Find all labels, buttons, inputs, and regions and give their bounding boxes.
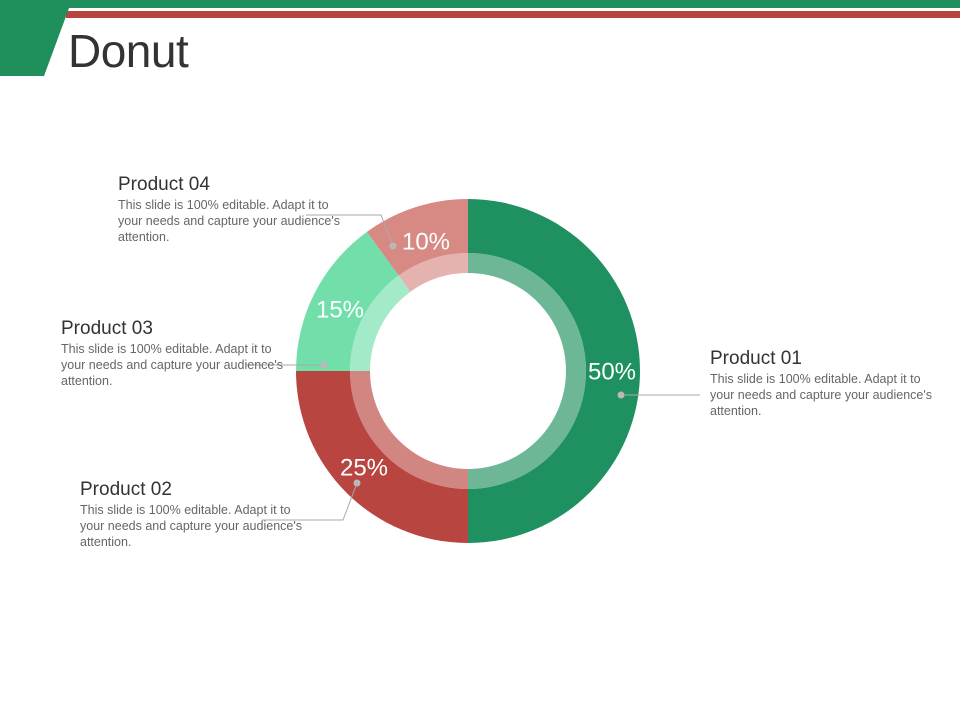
donut-slice-product-03 xyxy=(296,231,399,371)
label-product-03-desc: This slide is 100% editable. Adapt it to… xyxy=(61,342,283,388)
page-title: Donut xyxy=(68,25,189,77)
leader-line-product-02 xyxy=(262,482,358,521)
slice-percent-label-product-03: 15% xyxy=(316,297,364,324)
donut-inner-ring-product-03 xyxy=(350,275,411,371)
donut-slice-product-04 xyxy=(366,199,468,276)
slice-percent-label-product-02: 25% xyxy=(340,455,388,482)
label-product-01-desc: This slide is 100% editable. Adapt it to… xyxy=(710,372,932,418)
leader-dot-product-01 xyxy=(617,391,625,399)
slice-percent-label-product-01: 50% xyxy=(588,359,636,386)
leader-line-product-04 xyxy=(306,214,394,247)
leader-dot-product-03 xyxy=(320,361,328,369)
donut-slice-product-01 xyxy=(468,199,640,543)
label-product-01-title: Product 01 xyxy=(710,348,802,369)
label-product-04-desc: This slide is 100% editable. Adapt it to… xyxy=(118,198,340,244)
label-product-04-title: Product 04 xyxy=(118,174,210,195)
leader-dot-product-02 xyxy=(353,479,361,487)
leader-dot-product-04 xyxy=(389,242,397,250)
header-corner-shape xyxy=(0,0,72,76)
donut-inner-ring-product-04 xyxy=(398,253,468,292)
donut-inner-ring-product-01 xyxy=(468,253,586,489)
label-product-01: Product 01 This slide is 100% editable. … xyxy=(710,348,940,419)
label-product-02: Product 02 This slide is 100% editable. … xyxy=(80,479,310,550)
donut-slice-product-02 xyxy=(296,371,468,543)
label-product-03: Product 03 This slide is 100% editable. … xyxy=(61,318,291,389)
label-product-04: Product 04 This slide is 100% editable. … xyxy=(118,174,348,245)
label-product-03-title: Product 03 xyxy=(61,318,153,339)
slice-percent-label-product-04: 10% xyxy=(402,229,450,256)
label-product-02-desc: This slide is 100% editable. Adapt it to… xyxy=(80,503,302,549)
header-red-bar xyxy=(66,11,960,18)
header-green-bar xyxy=(0,0,960,8)
donut-inner-ring-product-02 xyxy=(350,371,468,489)
label-product-02-title: Product 02 xyxy=(80,479,172,500)
